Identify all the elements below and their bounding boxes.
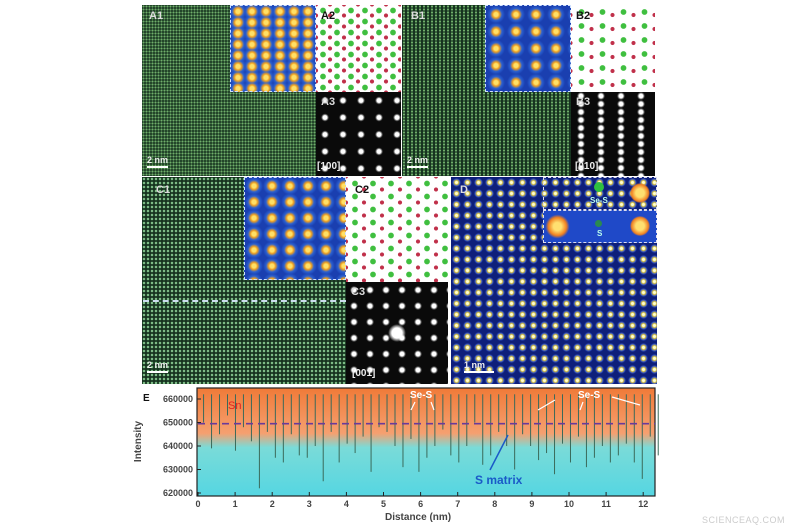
se-s-annotation-2: Se-S [578, 390, 601, 401]
x-tick-label: 4 [344, 499, 349, 509]
watermark: SCIENCEAQ.COM [702, 515, 786, 525]
panel-a3-diffraction [316, 92, 401, 176]
panel-a3-label: A3 [321, 96, 336, 108]
panel-c3-label: C3 [351, 286, 366, 298]
panel-b3-zone-axis: [010] [575, 161, 599, 172]
se-s-annotation-1: Se-S [410, 390, 433, 401]
panel-d-scale-bar: 1 nm [464, 360, 494, 373]
panel-d-inset2-label: S [597, 229, 603, 238]
panel-c3-center-spot [388, 324, 406, 342]
panel-b3-diffraction [571, 92, 655, 176]
panel-d-inset-se-s [543, 177, 657, 210]
panel-b3-label: B3 [576, 96, 591, 108]
y-tick-label: 650000 [163, 418, 193, 428]
se-s-arrow-5 [611, 396, 641, 406]
panel-b1-inset [485, 5, 571, 92]
x-tick-label: 2 [270, 499, 275, 509]
x-tick-label: 9 [529, 499, 534, 509]
se-s-arrow-4 [579, 401, 584, 411]
panel-b1-label: B1 [411, 10, 426, 22]
panel-c2-label: C2 [355, 184, 370, 196]
y-tick-label: 660000 [163, 394, 193, 404]
panel-a2-label: A2 [321, 10, 336, 22]
panel-d-inset-s [543, 210, 657, 243]
se-s-arrow-1 [410, 401, 416, 411]
panel-c2-model [346, 177, 448, 282]
s-matrix-arrow [489, 434, 509, 471]
x-tick-label: 8 [492, 499, 497, 509]
sn-annotation: Sn [228, 400, 242, 412]
x-tick-label: 6 [418, 499, 423, 509]
panel-e-label: E [143, 393, 150, 404]
panel-c1-dashed-line [143, 300, 346, 302]
panel-d-label: D [460, 184, 468, 196]
panel-c1-label: C1 [156, 184, 171, 196]
y-tick-label: 630000 [163, 465, 193, 475]
x-tick-label: 0 [195, 499, 200, 509]
x-tick-label: 11 [601, 499, 611, 509]
x-axis-label: Distance (nm) [385, 512, 452, 523]
x-tick-label: 10 [564, 499, 574, 509]
panel-a-scale-bar: 2 nm [147, 155, 168, 168]
x-tick-label: 7 [455, 499, 460, 509]
s-matrix-annotation: S matrix [475, 473, 523, 487]
panel-a1-inset [230, 5, 316, 92]
panel-a3-zone-axis: [100] [317, 161, 341, 172]
x-tick-label: 5 [381, 499, 386, 509]
panel-c1-inset [244, 177, 346, 280]
y-tick-label: 640000 [163, 441, 193, 451]
x-tick-label: 12 [638, 499, 648, 509]
panel-d-inset1-label: Se-S [590, 196, 608, 205]
se-s-arrow-3 [537, 399, 556, 411]
y-tick-label: 620000 [163, 488, 193, 498]
panel-c-scale-bar: 2 nm [147, 360, 168, 373]
y-axis-label: Intensity [133, 420, 145, 463]
x-tick-label: 1 [233, 499, 238, 509]
se-s-arrow-2 [430, 401, 435, 411]
x-tick-label: 3 [307, 499, 312, 509]
panel-a2-model [316, 5, 401, 92]
panel-b2-label: B2 [576, 10, 591, 22]
panel-b-scale-bar: 2 nm [407, 155, 428, 168]
panel-c3-zone-axis: [001] [352, 368, 376, 379]
panel-b2-model [571, 5, 655, 92]
panel-a1-label: A1 [149, 10, 164, 22]
